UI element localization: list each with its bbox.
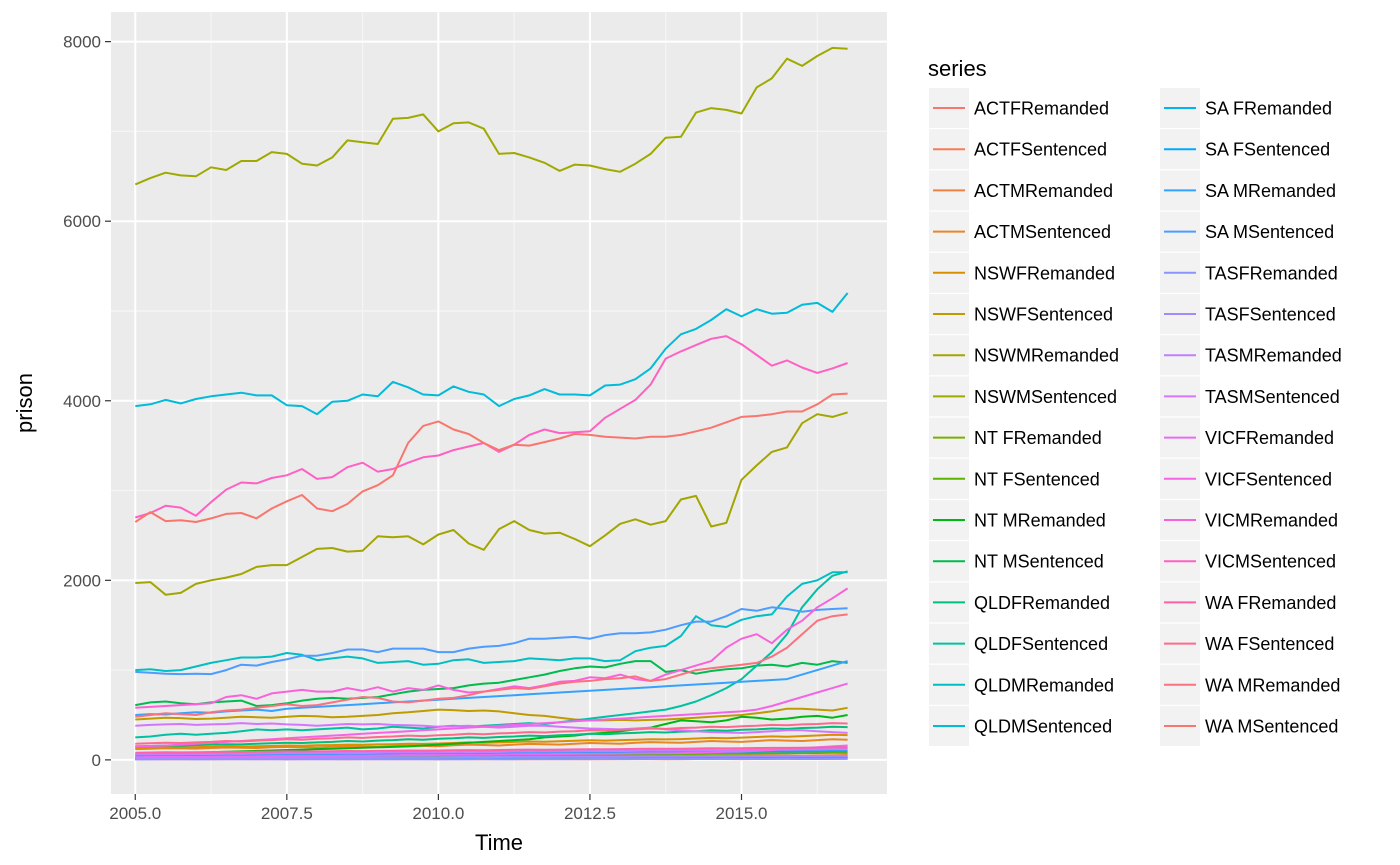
legend-label: TASFSentenced [1205,305,1336,325]
series-line [135,738,848,751]
legend-label: NSWFRemanded [974,263,1115,283]
legend: series ACTFRemanded ACTFSentenced ACTMRema… [928,56,1342,746]
series-line [135,613,848,718]
x-tick-label: 2007.5 [261,804,313,823]
plot-panel [111,12,887,794]
legend-label: ACTFSentenced [974,140,1107,160]
legend-label: NT FRemanded [974,428,1102,448]
legend-label: VICFSentenced [1205,469,1332,489]
legend-label: ACTFRemanded [974,99,1109,119]
legend-label: QLDMSentenced [974,717,1112,737]
y-axis: 0 2000 4000 6000 8000 [63,33,111,770]
y-tick-label: 8000 [63,33,101,52]
legend-title: series [928,56,987,81]
legend-label: NT FSentenced [974,469,1100,489]
legend-label: VICFRemanded [1205,428,1334,448]
legend-label: NSWFSentenced [974,305,1113,325]
x-tick-label: 2010.0 [412,804,464,823]
series-line [135,706,848,722]
legend-label: NSWMRemanded [974,346,1119,366]
legend-label: SA MSentenced [1205,222,1334,242]
legend-label: NT MRemanded [974,511,1106,531]
series-line [135,754,848,760]
y-tick-label: 2000 [63,571,101,590]
x-axis: 2005.0 2007.5 2010.0 2012.5 2015.0 [109,794,768,823]
y-tick-label: 0 [92,751,101,770]
legend-label: QLDFSentenced [974,634,1108,654]
series-line [134,392,848,523]
x-tick-label: 2005.0 [109,804,161,823]
series-line [135,725,848,748]
legend-label: NSWMSentenced [974,387,1117,407]
legend-label: WA FRemanded [1205,593,1336,613]
series-line [135,733,848,750]
legend-label: NT MSentenced [974,552,1104,572]
x-tick-label: 2012.5 [564,804,616,823]
series-line [135,571,848,672]
series-line [134,46,848,186]
series-line [135,746,848,754]
series-line [135,606,848,676]
grid-major [111,12,887,794]
series-line [135,744,848,759]
y-axis-title: prison [12,373,37,433]
series-line [135,660,848,707]
legend-label: WA MRemanded [1205,675,1340,695]
series-line [135,411,848,596]
legend-label: TASMSentenced [1205,387,1340,407]
legend-label: QLDFRemanded [974,593,1110,613]
series-line [135,660,848,716]
legend-label: WA MSentenced [1205,717,1338,737]
legend-label: QLDMRemanded [974,675,1114,695]
legend-label: TASMRemanded [1205,346,1342,366]
legend-label: SA FRemanded [1205,99,1332,119]
legend-label: VICMRemanded [1205,511,1338,531]
series-line [135,292,849,416]
series-line [135,722,848,745]
legend-label: VICMSentenced [1205,552,1336,572]
legend-label: TASFRemanded [1205,263,1338,283]
y-tick-label: 4000 [63,392,101,411]
legend-label: SA MRemanded [1205,181,1336,201]
x-tick-label: 2015.0 [716,804,768,823]
y-tick-label: 6000 [63,212,101,231]
series-lines [134,46,849,761]
series-line [135,748,848,756]
legend-label: ACTMSentenced [974,222,1111,242]
legend-label: WA FSentenced [1205,634,1334,654]
series-line [135,757,848,761]
legend-label: SA FSentenced [1205,140,1330,160]
legend-label: ACTMRemanded [974,181,1113,201]
x-axis-title: Time [475,830,523,855]
